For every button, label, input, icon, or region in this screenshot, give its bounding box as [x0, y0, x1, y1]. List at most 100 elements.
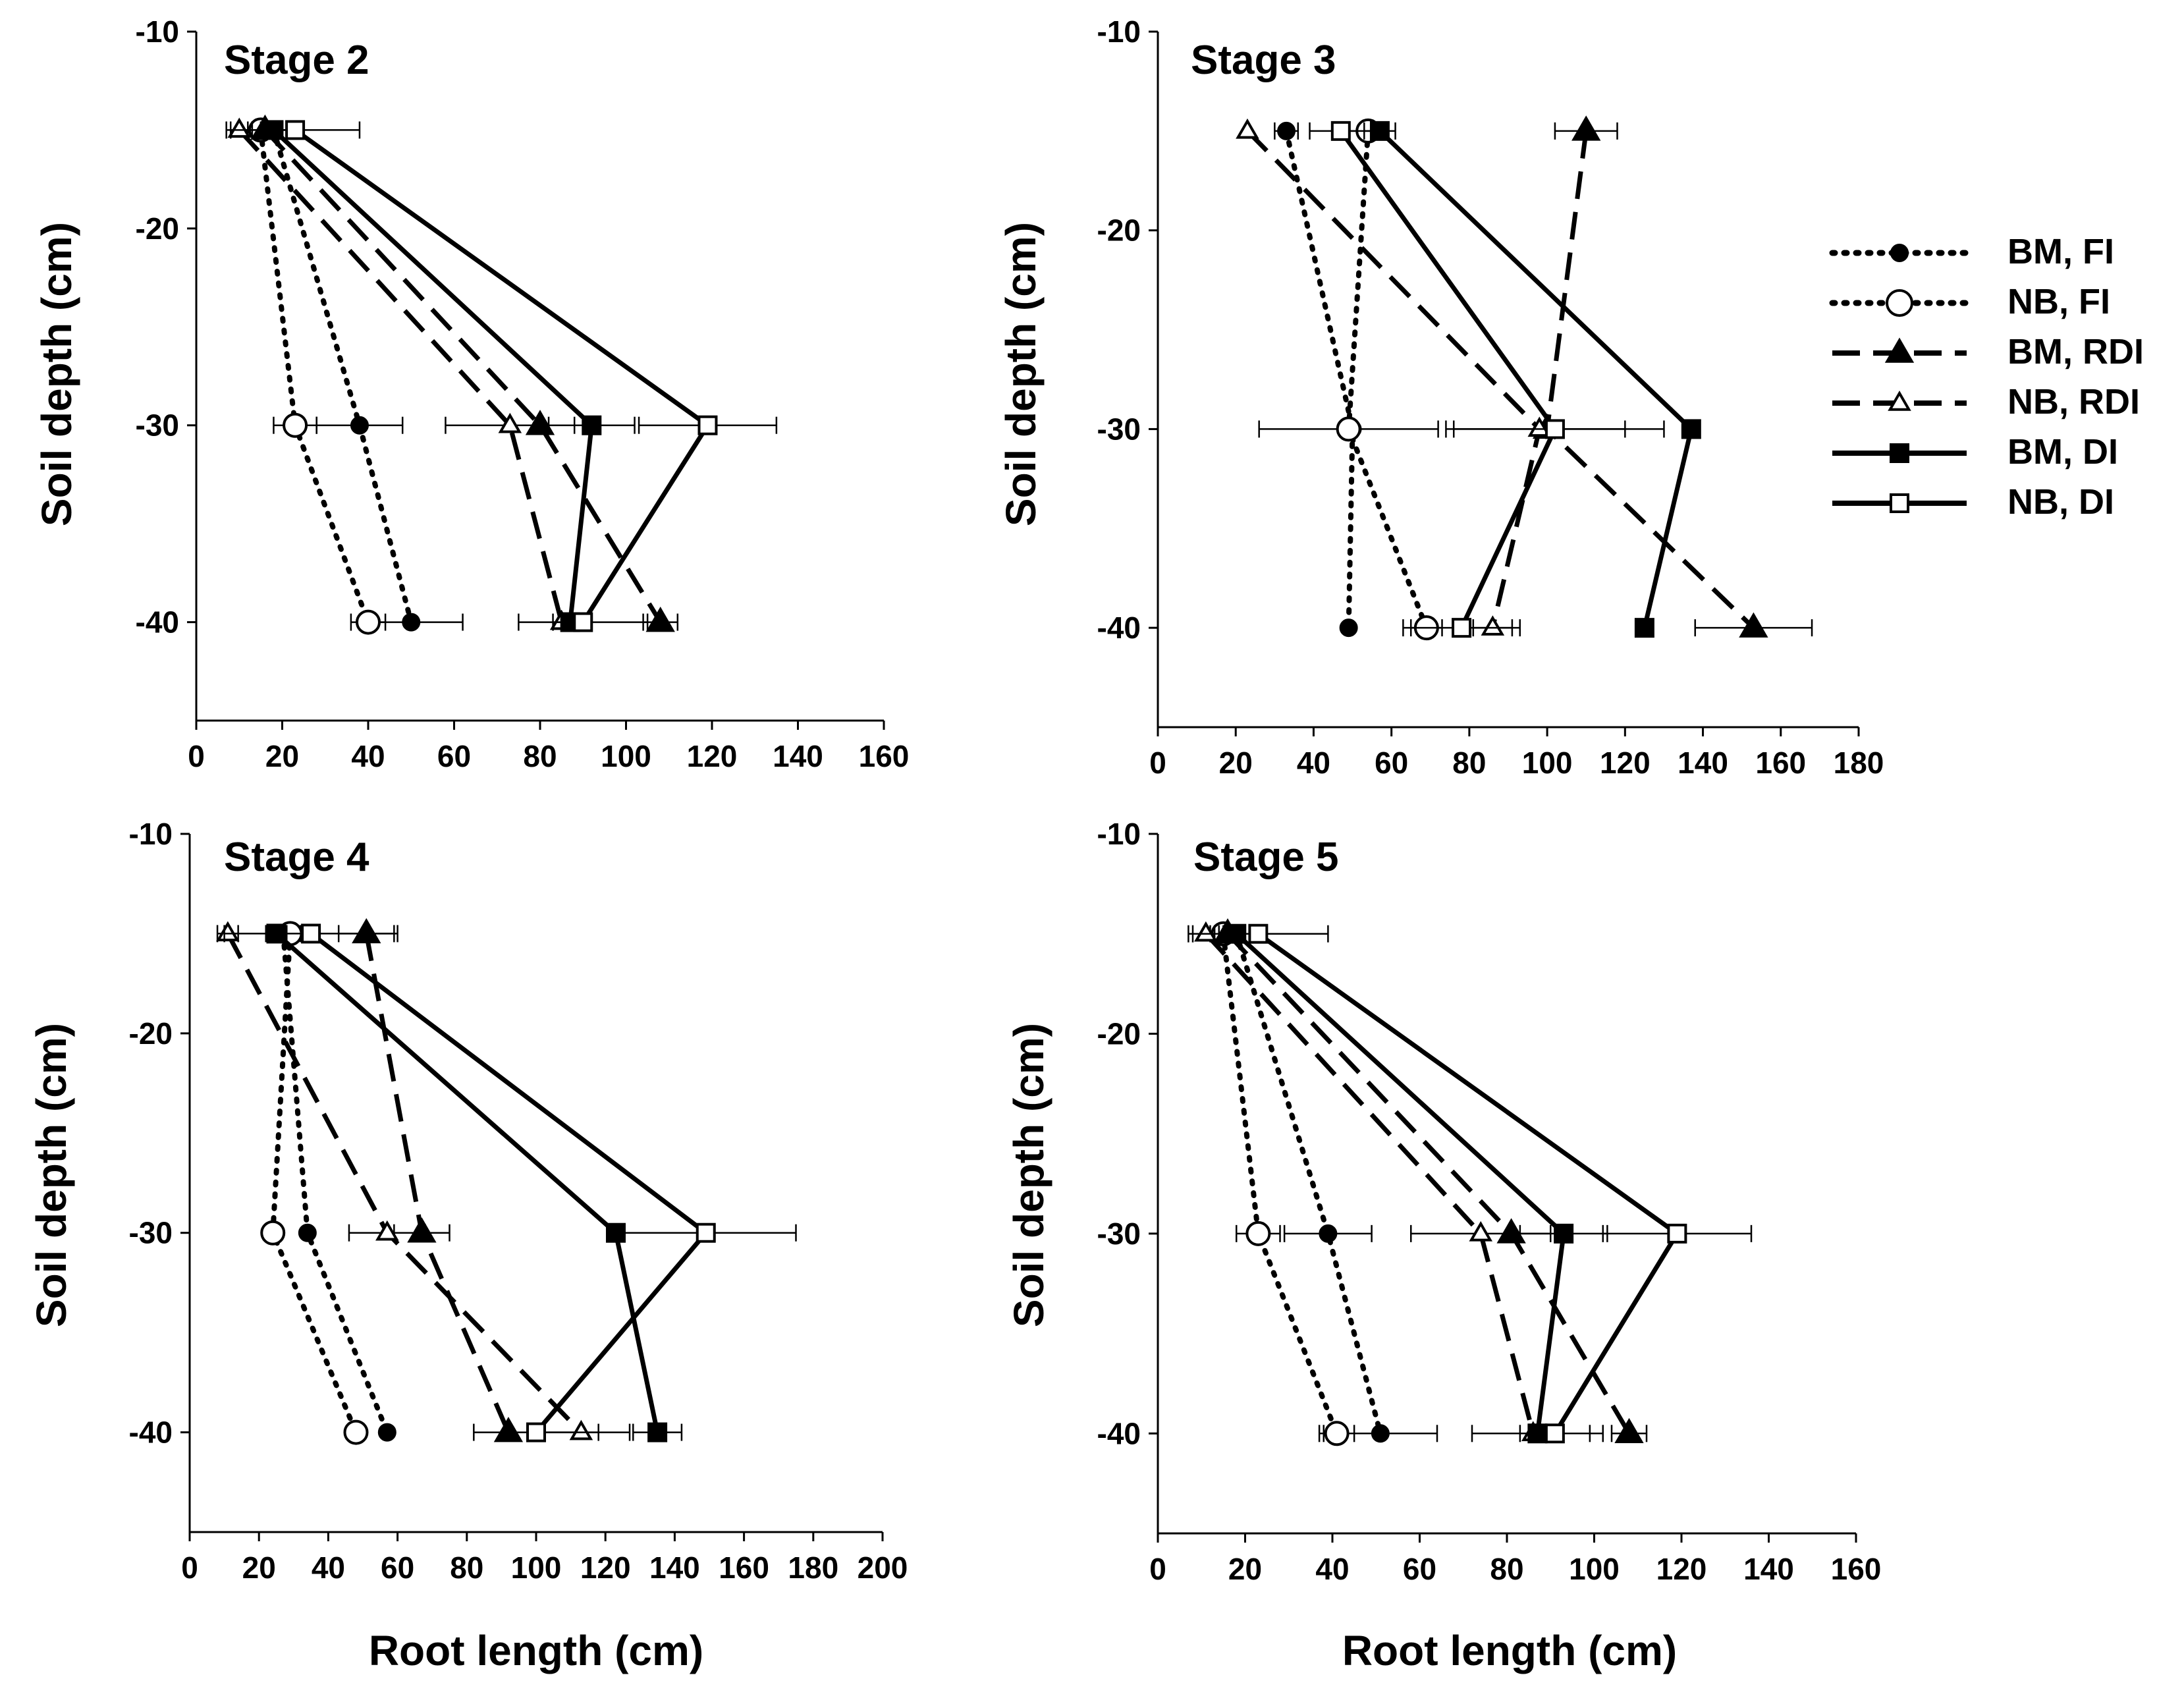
series-line-nb-rdi-stage-2	[237, 128, 564, 623]
x-tick-label-stage-2: 60	[437, 739, 471, 773]
data-point-nb-rdi-stage-2	[227, 117, 252, 138]
x-tick-label-stage-5: 60	[1403, 1552, 1436, 1586]
data-point-nb-di-stage-3	[1330, 121, 1351, 141]
y-tick-label-stage-2: -20	[136, 211, 179, 246]
x-tick-label-stage-3: 40	[1297, 746, 1330, 780]
data-point-nb-di-stage-2	[285, 120, 306, 140]
x-tick-label-stage-2: 100	[601, 739, 651, 773]
data-point-bm-di-stage-3	[1369, 121, 1390, 141]
legend-marker-nb-rdi	[1888, 391, 1911, 411]
data-point-bm-fi-stage-5	[1371, 1424, 1390, 1443]
legend-marker-bm-rdi	[1884, 337, 1915, 363]
y-tick-label-stage-4: -30	[129, 1216, 173, 1250]
y-tick-label-stage-3: -10	[1097, 14, 1141, 49]
data-point-bm-rdi-stage-5	[1614, 1417, 1644, 1444]
legend-marker-nb-fi	[1886, 289, 1913, 317]
panel-stage-3: Stage 3 Soil depth (cm) -10 -20 -30 -40 0 20 4…	[997, 14, 1884, 780]
data-point-nb-di-stage-2	[697, 415, 718, 435]
x-tick-label-stage-2: 20	[265, 739, 299, 773]
legend-item-nb-di: NB, DI	[1832, 482, 2114, 522]
x-tick-label-stage-4: 60	[381, 1551, 414, 1585]
x-tick-label-stage-3: 0	[1149, 746, 1166, 780]
x-tick-label-stage-3: 160	[1755, 746, 1806, 780]
x-tick-label-stage-4: 200	[858, 1551, 908, 1585]
x-tick-label-stage-5: 140	[1743, 1552, 1794, 1586]
legend-label-bm-fi: BM, FI	[2007, 232, 2114, 271]
series-line-bm-rdi-stage-2	[263, 128, 663, 624]
data-point-nb-fi-stage-5	[1245, 1221, 1271, 1246]
data-point-nb-di-stage-5	[1248, 923, 1269, 944]
data-point-bm-rdi-stage-2	[645, 607, 675, 632]
x-tick-label-stage-4: 100	[511, 1551, 562, 1585]
legend-item-nb-fi: NB, FI	[1829, 282, 2110, 321]
data-point-bm-fi-stage-5	[1319, 1224, 1338, 1243]
x-tick-label-stage-3: 80	[1452, 746, 1486, 780]
data-point-bm-fi-stage-3	[1339, 618, 1358, 638]
y-tick-label-stage-5: -40	[1097, 1416, 1141, 1450]
data-point-nb-di-stage-4	[301, 923, 321, 944]
x-tick-label-stage-2: 40	[351, 739, 385, 773]
x-tick-label-stage-2: 140	[773, 739, 823, 773]
y-tick-label-stage-4: -40	[129, 1415, 173, 1450]
data-point-nb-di-stage-3	[1544, 419, 1565, 439]
panel-stage-2: Stage 2 Soil depth (cm) -10 -20 -30 -40 0 20 4…	[33, 14, 909, 773]
data-point-bm-rdi-stage-4	[407, 1217, 437, 1243]
legend-marker-bm-di	[1890, 443, 1909, 463]
data-point-nb-rdi-stage-3	[1527, 416, 1552, 437]
data-point-bm-di-stage-3	[1634, 618, 1654, 638]
data-point-bm-fi-stage-2	[350, 416, 369, 435]
data-point-bm-di-stage-4	[647, 1422, 668, 1442]
data-point-nb-rdi-stage-2	[498, 412, 522, 433]
y-axis-title-stage-5: Soil depth (cm)	[1005, 1023, 1052, 1327]
y-tick-label-stage-5: -20	[1097, 1016, 1141, 1051]
data-point-bm-rdi-stage-3	[1571, 115, 1601, 141]
legend-label-nb-fi: NB, FI	[2007, 282, 2110, 321]
y-axis-title-stage-3: Soil depth (cm)	[997, 222, 1045, 526]
x-axis-title-stage-5: Root length (cm)	[1342, 1627, 1677, 1674]
data-point-nb-di-stage-5	[1667, 1223, 1687, 1244]
panel-stage-4: Stage 4 Soil depth (cm) Root length (cm)…	[28, 817, 908, 1674]
data-point-nb-di-stage-5	[1544, 1423, 1565, 1444]
x-tick-label-stage-5: 20	[1228, 1552, 1262, 1586]
x-tick-label-stage-3: 180	[1834, 746, 1884, 780]
y-tick-label-stage-2: -10	[136, 14, 179, 49]
data-point-nb-rdi-stage-3	[1481, 615, 1505, 636]
x-tick-label-stage-2: 80	[523, 739, 557, 773]
y-tick-label-stage-5: -30	[1097, 1217, 1141, 1251]
data-point-bm-rdi-stage-4	[493, 1417, 524, 1442]
data-point-nb-di-stage-2	[573, 612, 593, 632]
data-point-bm-fi-stage-4	[298, 1223, 317, 1242]
x-tick-label-stage-4: 80	[450, 1551, 483, 1585]
data-point-bm-rdi-stage-4	[352, 918, 381, 944]
x-axis-title-stage-4: Root length (cm)	[369, 1627, 703, 1674]
y-tick-label-stage-2: -30	[136, 408, 179, 443]
y-tick-label-stage-2: -40	[136, 605, 179, 640]
data-point-nb-rdi-stage-4	[569, 1419, 593, 1441]
panel-title-stage-5: Stage 5	[1193, 835, 1339, 880]
x-tick-label-stage-3: 20	[1219, 746, 1253, 780]
data-point-nb-fi-stage-4	[260, 1220, 286, 1246]
x-tick-label-stage-5: 100	[1569, 1552, 1620, 1586]
legend-label-nb-rdi: NB, RDI	[2007, 382, 2140, 422]
legend-label-nb-di: NB, DI	[2007, 482, 2114, 522]
data-point-nb-fi-stage-4	[343, 1419, 369, 1445]
x-tick-label-stage-2: 120	[687, 739, 738, 773]
x-tick-label-stage-4: 160	[719, 1551, 769, 1585]
panel-title-stage-4: Stage 4	[224, 835, 369, 880]
x-tick-label-stage-5: 80	[1490, 1552, 1523, 1586]
data-point-nb-fi-stage-2	[283, 412, 308, 438]
legend: BM, FI NB, FI BM, RDI NB, RDI BM, DI NB,…	[1829, 232, 2144, 522]
x-tick-label-stage-3: 120	[1600, 746, 1651, 780]
x-tick-label-stage-5: 120	[1656, 1552, 1707, 1586]
data-point-bm-rdi-stage-3	[1739, 612, 1768, 638]
x-tick-label-stage-3: 60	[1375, 746, 1408, 780]
legend-label-bm-di: BM, DI	[2007, 432, 2118, 472]
y-tick-label-stage-3: -30	[1097, 412, 1141, 446]
data-point-bm-fi-stage-4	[377, 1423, 396, 1442]
data-point-nb-fi-stage-5	[1324, 1421, 1350, 1446]
y-tick-label-stage-3: -40	[1097, 611, 1141, 645]
data-point-bm-di-stage-5	[1554, 1223, 1574, 1244]
data-point-nb-rdi-stage-3	[1236, 118, 1259, 139]
data-point-nb-rdi-stage-5	[1194, 921, 1218, 942]
